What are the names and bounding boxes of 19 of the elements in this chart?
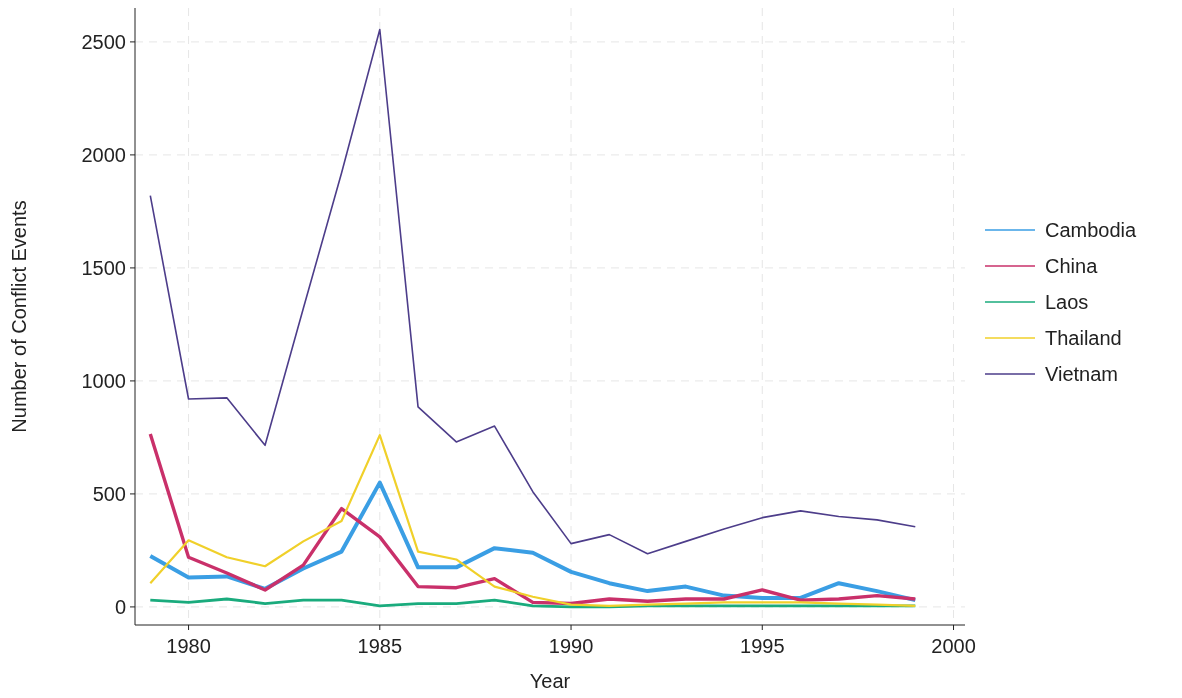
legend-label: Cambodia xyxy=(1045,219,1138,241)
y-tick-label: 0 xyxy=(114,595,126,618)
y-tick-label: 2500 xyxy=(81,30,126,53)
legend-label: Thailand xyxy=(1045,327,1122,349)
x-tick-label: 2000 xyxy=(931,635,976,657)
x-tick-label: 1980 xyxy=(166,635,211,657)
legend-label: China xyxy=(1045,255,1099,277)
x-tick-label: 1995 xyxy=(740,635,785,657)
x-axis-title: Year xyxy=(529,670,571,692)
y-tick-label: 1000 xyxy=(81,369,126,392)
legend-label: Laos xyxy=(1045,291,1089,313)
x-tick-label: 1985 xyxy=(357,635,403,657)
x-tick-label: 1990 xyxy=(548,635,594,657)
y-tick-label: 1500 xyxy=(81,256,126,279)
line-series xyxy=(149,28,917,555)
y-tick-label: 500 xyxy=(92,482,126,505)
y-tick-label: 2000 xyxy=(81,143,126,166)
y-axis-title: Number of Conflict Events xyxy=(8,200,30,433)
legend-label: Vietnam xyxy=(1045,363,1119,385)
